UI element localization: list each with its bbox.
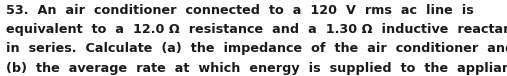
Text: in  series.  Calculate  (a)  the  impedance  of  the  air  conditioner  and: in series. Calculate (a) the impedance o… xyxy=(6,42,507,55)
Text: (b)  the  average  rate  at  which  energy  is  supplied  to  the  appliance.: (b) the average rate at which energy is … xyxy=(6,62,507,75)
Text: equivalent  to  a  12.0 Ω  resistance  and  a  1.30 Ω  inductive  reactance: equivalent to a 12.0 Ω resistance and a … xyxy=(6,23,507,36)
Text: 53.  An  air  conditioner  connected  to  a  120  V  rms  ac  line  is: 53. An air conditioner connected to a 12… xyxy=(6,4,474,17)
